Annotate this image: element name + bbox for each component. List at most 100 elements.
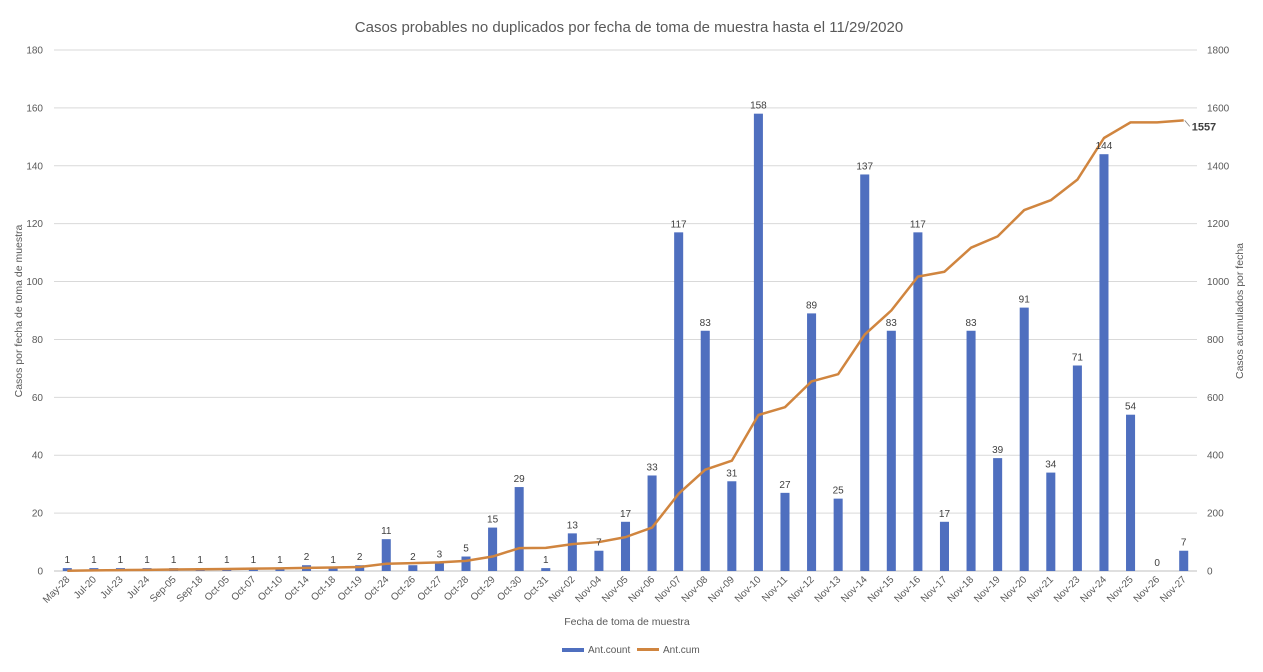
bar [514,487,524,571]
y2-tick-label: 1200 [1207,219,1230,230]
y2-tick-label: 1400 [1207,161,1230,172]
bar [674,232,684,571]
bar [408,565,418,571]
legend: Ant.count Ant.cum [562,645,700,656]
x-tick-label: Oct-26 [389,574,418,603]
bar-value-label: 1 [171,555,177,566]
bar-value-label: 31 [726,468,738,479]
x-axis-ticks: May-28 Jul-20 Jul-23 Jul-24Sep-05Sep-18Oct-… [41,574,1189,606]
bar [966,330,976,571]
bar-value-label: 83 [700,318,712,329]
bar-series [62,113,1189,571]
y-tick-label: 40 [32,451,44,462]
bar [1046,472,1056,571]
bar-value-label: 1 [197,555,203,566]
bar [1072,365,1082,571]
x-tick-label: Oct-10 [256,574,285,603]
bar-value-label: 1 [251,555,257,566]
bar-value-label: 27 [779,480,791,491]
x-tick-label: Oct-27 [416,574,445,603]
bar [780,492,790,571]
x-tick-label: Nov-11 [760,574,790,604]
x-tick-label: Nov-18 [946,574,977,605]
bar [753,113,763,571]
bar-value-label: 15 [487,515,499,526]
x-tick-label: Sep-05 [148,574,179,605]
bar [886,330,896,571]
bar [833,498,843,571]
bar-value-label: 1 [277,555,283,566]
bar [860,174,870,571]
y2-axis-title: Casos acumulados por fecha [1234,243,1246,379]
y2-tick-label: 400 [1207,451,1224,462]
x-tick-label: Oct-19 [336,574,365,603]
x-tick-label: Nov-25 [1105,574,1136,605]
bar-value-label: 1 [330,555,336,566]
bar-value-label: 83 [965,318,977,329]
bar [913,232,923,571]
bar [434,562,444,571]
bar [700,330,710,571]
x-axis-title: Fecha de toma de muestra [564,616,690,628]
bar-value-label: 33 [647,462,659,473]
x-tick-label: Nov-17 [919,574,950,605]
x-tick-label: Jul-23 [99,574,126,601]
bar [1179,550,1189,571]
y-tick-label: 160 [26,103,43,114]
x-tick-label: Nov-21 [1025,574,1056,605]
x-tick-label: Nov-16 [892,574,923,605]
x-tick-label: Nov-06 [627,574,658,605]
bar [647,475,657,571]
bar-value-label: 17 [939,509,951,520]
x-tick-label: Nov-19 [972,574,1003,605]
bar-value-label: 1 [224,555,230,566]
chart-title: Casos probables no duplicados por fecha … [355,19,903,36]
bar [1126,414,1136,571]
x-tick-label: Nov-04 [573,574,604,605]
bar [1019,307,1029,571]
legend-label-bar: Ant.count [588,645,630,656]
x-tick-label: May-28 [41,574,73,606]
legend-label-line: Ant.cum [663,645,700,656]
bar-value-label: 29 [514,474,526,485]
bar-value-label: 11 [381,526,392,537]
x-tick-label: Oct-18 [309,574,338,603]
bar-value-label: 89 [806,300,818,311]
y-tick-label: 120 [26,219,43,230]
bar [567,533,577,571]
bar-value-label: 117 [910,219,926,230]
bar-value-label: 0 [1154,558,1160,569]
bar [727,481,737,571]
y-tick-label: 140 [26,161,43,172]
bar-value-label: 5 [463,544,469,555]
bar-value-label: 83 [886,318,898,329]
bar-value-label: 13 [567,520,579,531]
y2-tick-label: 1000 [1207,277,1230,288]
x-tick-label: Nov-14 [839,574,870,605]
y-tick-label: 0 [37,567,43,578]
x-tick-label: Oct-14 [283,574,312,603]
y2-tick-label: 600 [1207,393,1224,404]
bar-value-label: 117 [671,219,687,230]
y-tick-label: 80 [32,335,44,346]
x-tick-label: Nov-07 [653,574,684,605]
bar-value-label: 1 [543,555,549,566]
x-tick-label: Nov-08 [680,574,711,605]
x-tick-label: Oct-28 [442,574,471,603]
bar [381,539,391,571]
y-axis-title: Casos por fecha de toma de muestra [13,224,25,397]
x-tick-label: Oct-31 [522,574,551,603]
bar [939,521,949,571]
bar-value-label: 137 [856,161,873,172]
x-tick-label: Nov-24 [1079,574,1110,605]
bar [488,527,498,571]
bar-value-label: 71 [1072,352,1084,363]
bar [1099,154,1109,571]
x-tick-label: Nov-12 [786,574,817,605]
x-tick-label: Nov-02 [547,574,578,605]
y2-tick-label: 1800 [1207,46,1230,57]
x-tick-label: Nov-27 [1158,574,1189,605]
x-tick-label: Nov-10 [733,574,764,605]
y2-axis-ticks: 0 200 400 600 800 1000 1200 1400 1600 1800 [1207,46,1230,578]
